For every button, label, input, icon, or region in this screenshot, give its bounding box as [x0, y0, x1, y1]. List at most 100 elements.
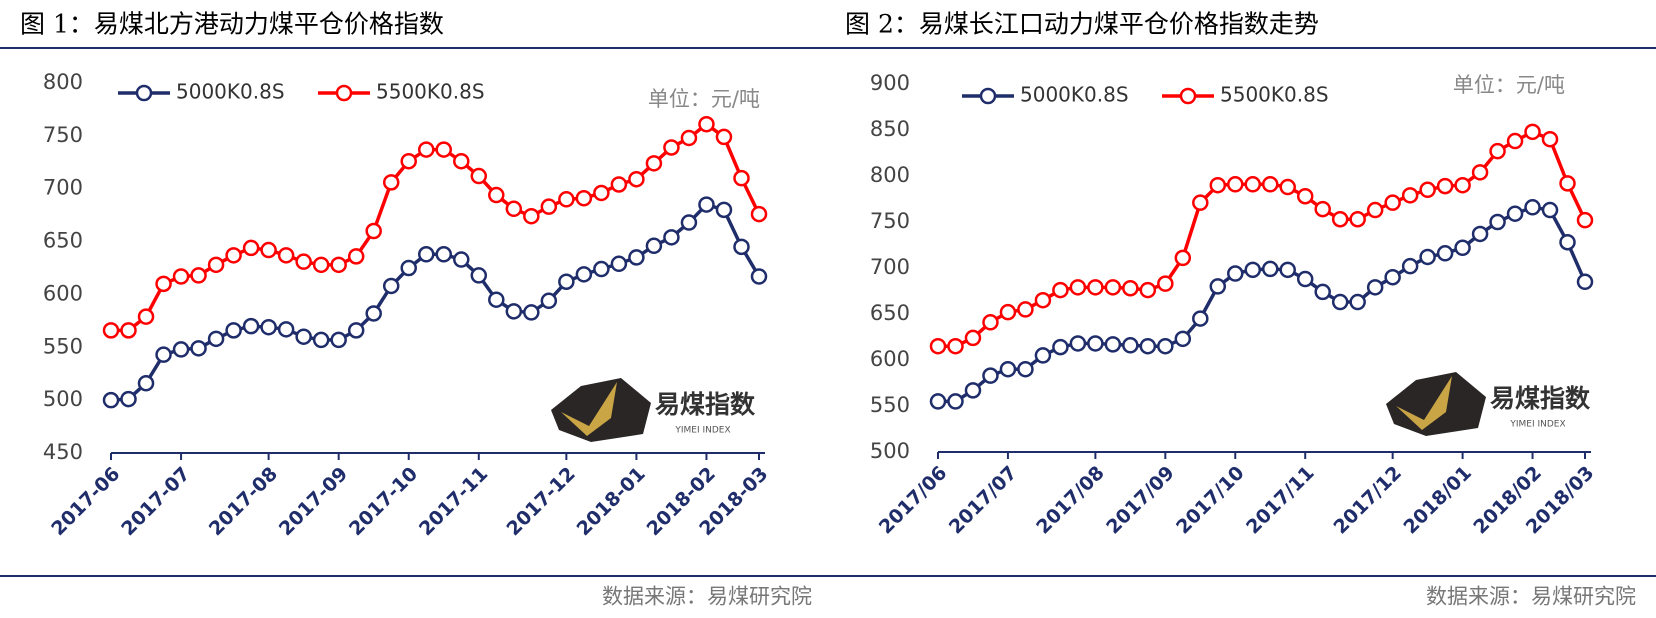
data-point — [242, 317, 260, 335]
data-point — [929, 337, 947, 355]
y-tick-label: 550 — [43, 334, 83, 358]
data-point — [523, 304, 540, 321]
data-point — [365, 222, 382, 240]
y-tick-label: 750 — [43, 123, 83, 147]
data-point — [190, 267, 207, 284]
data-point — [1541, 201, 1559, 219]
data-point — [733, 169, 750, 187]
data-point — [540, 292, 558, 310]
x-tick-label: 2018/01 — [1399, 462, 1476, 539]
data-point — [435, 246, 453, 263]
data-point — [1034, 347, 1052, 364]
series-line — [111, 122, 761, 333]
logo-text: 易煤指数 — [655, 390, 756, 419]
y-tick-label: 650 — [43, 229, 83, 253]
data-point — [417, 246, 435, 263]
data-point — [680, 214, 698, 231]
data-point — [1052, 338, 1069, 356]
logo-subtext: YIMEI INDEX — [674, 426, 730, 436]
data-point — [750, 268, 768, 285]
data-point — [382, 277, 400, 295]
data-point — [1296, 187, 1314, 205]
data-point — [1436, 245, 1454, 262]
x-tick-label: 2017-09 — [275, 463, 352, 540]
data-point — [330, 331, 347, 349]
data-point — [1139, 337, 1157, 355]
unit-label: 单位：元/吨 — [648, 87, 760, 111]
data-point — [558, 273, 575, 290]
data-point — [1436, 177, 1454, 195]
data-point — [733, 238, 750, 256]
data-point — [715, 128, 733, 146]
series-line — [938, 129, 1587, 348]
data-point — [470, 167, 488, 185]
y-tick-label: 700 — [43, 176, 83, 200]
data-point — [1384, 194, 1401, 211]
data-point — [1401, 257, 1419, 275]
data-point — [120, 390, 137, 408]
y-tick-label: 500 — [43, 387, 83, 411]
data-point — [137, 374, 155, 392]
data-point — [400, 152, 417, 170]
data-point — [1559, 233, 1576, 251]
data-point — [982, 367, 999, 384]
data-point — [929, 393, 947, 410]
unit-label: 单位：元/吨 — [1453, 73, 1565, 97]
data-point — [947, 337, 964, 355]
data-point — [260, 318, 277, 336]
y-tick-label: 650 — [870, 301, 910, 325]
data-point — [1366, 279, 1384, 296]
data-point — [172, 268, 190, 285]
x-tick-label: 2017-12 — [503, 463, 580, 540]
data-point — [1454, 239, 1471, 257]
y-tick-label: 800 — [870, 163, 910, 187]
data-point — [1261, 176, 1279, 193]
data-point — [488, 291, 505, 308]
data-point — [698, 196, 715, 213]
data-point — [1017, 360, 1034, 378]
chart-title: 图 2：易煤长江口动力煤平仓价格指数走势 — [845, 10, 1319, 39]
data-point — [1454, 176, 1471, 194]
data-point — [1244, 261, 1262, 279]
data-point — [999, 303, 1017, 321]
x-tick-label: 2017-07 — [117, 463, 194, 540]
y-tick-label: 900 — [870, 71, 910, 95]
data-point — [1471, 164, 1489, 181]
data-point — [1122, 337, 1139, 354]
data-point — [277, 321, 295, 338]
data-point — [628, 249, 645, 266]
data-point — [1314, 200, 1331, 218]
data-point — [330, 256, 347, 274]
series-line — [110, 202, 761, 402]
data-point — [610, 176, 628, 193]
data-point — [1401, 187, 1419, 204]
data-point — [1174, 330, 1192, 348]
legend-marker — [135, 84, 153, 102]
data-point — [365, 305, 382, 322]
data-point — [1576, 211, 1594, 229]
data-point — [663, 229, 680, 246]
y-tick-label: 500 — [870, 439, 910, 463]
data-point — [1192, 310, 1209, 327]
data-point — [1489, 142, 1506, 160]
data-point — [225, 247, 242, 264]
legend-marker — [1179, 87, 1197, 105]
data-point — [1296, 270, 1314, 288]
data-point — [593, 260, 610, 278]
data-point — [1331, 210, 1349, 228]
data-point — [628, 170, 645, 188]
data-point — [488, 186, 505, 204]
x-tick-label: 2017/09 — [1102, 462, 1179, 539]
data-point — [1576, 273, 1594, 291]
x-tick-label: 2017/08 — [1032, 462, 1109, 539]
legend-label: 5000K0.8S — [176, 80, 285, 104]
data-point — [1104, 336, 1122, 353]
data-point — [964, 382, 982, 399]
data-point — [1314, 283, 1331, 301]
data-point — [295, 253, 312, 270]
logo-mark — [561, 382, 617, 436]
x-tick-label: 2017/12 — [1330, 462, 1407, 539]
data-point — [417, 141, 435, 158]
data-point — [1209, 176, 1227, 194]
data-point — [207, 330, 225, 348]
